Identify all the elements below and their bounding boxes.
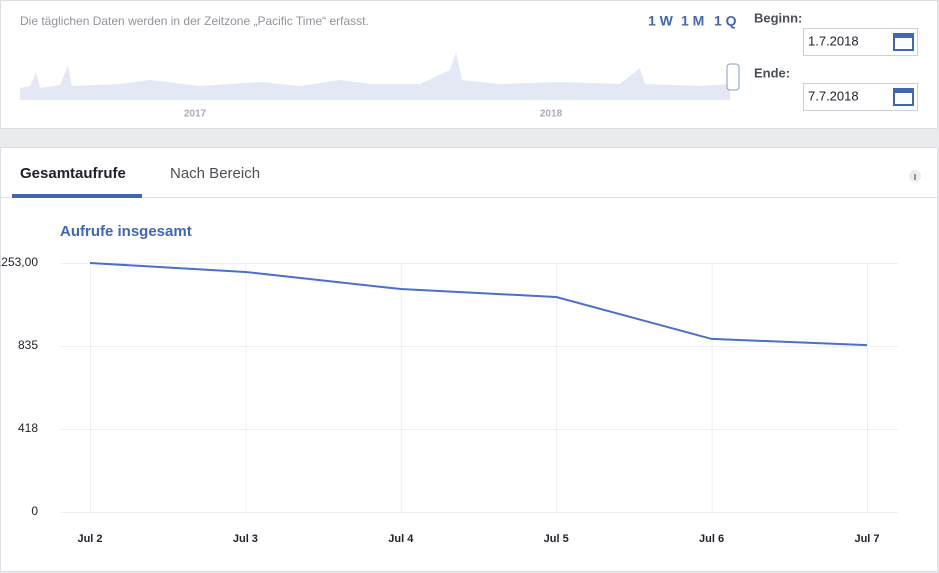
x-tick-label: Jul 6 (699, 533, 724, 545)
x-tick-label: Jul 3 (233, 533, 258, 545)
date-panel (0, 0, 938, 129)
tab-active[interactable]: Gesamtaufrufe (20, 165, 126, 182)
range-button[interactable]: 1 M (681, 13, 704, 29)
year-label: 2018 (540, 109, 563, 120)
start-date: 1.7.2018 (808, 33, 859, 48)
year-label: 2017 (184, 109, 207, 120)
line (89, 262, 868, 347)
range-button[interactable]: 1 W (648, 13, 674, 29)
chart-panel (0, 147, 938, 572)
timezone-note: Die täglichen Daten werden in der Zeitzo… (20, 14, 369, 28)
range-button[interactable]: 1 Q (714, 13, 737, 29)
plot: 0 418 835 1.253,00 Jul 2 Jul 3 Jul 4 Jul 5 Jul 6… (0, 255, 898, 545)
y-tick-label: 418 (18, 421, 38, 435)
calendar-icon-top (894, 89, 913, 93)
end-date: 7.7.2018 (808, 88, 859, 103)
tab-underline (12, 194, 142, 198)
x-tick-label: Jul 4 (388, 533, 414, 545)
chart-title: Aufrufe insgesamt (60, 223, 192, 240)
y-tick-label: 1.253,00 (0, 255, 38, 269)
info-icon-glyph (914, 174, 916, 180)
tab[interactable]: Nach Bereich (170, 165, 260, 182)
sparkline (20, 52, 730, 100)
y-tick-label: 0 (31, 504, 38, 518)
x-tick-label: Jul 2 (77, 533, 102, 545)
calendar-icon-top (894, 34, 913, 38)
start-label: Beginn: (754, 10, 802, 25)
range-handle[interactable] (726, 63, 740, 91)
y-tick-label: 835 (18, 338, 38, 352)
x-tick-label: Jul 7 (854, 533, 879, 545)
end-label: Ende: (754, 65, 790, 80)
x-tick-label: Jul 5 (544, 533, 569, 545)
